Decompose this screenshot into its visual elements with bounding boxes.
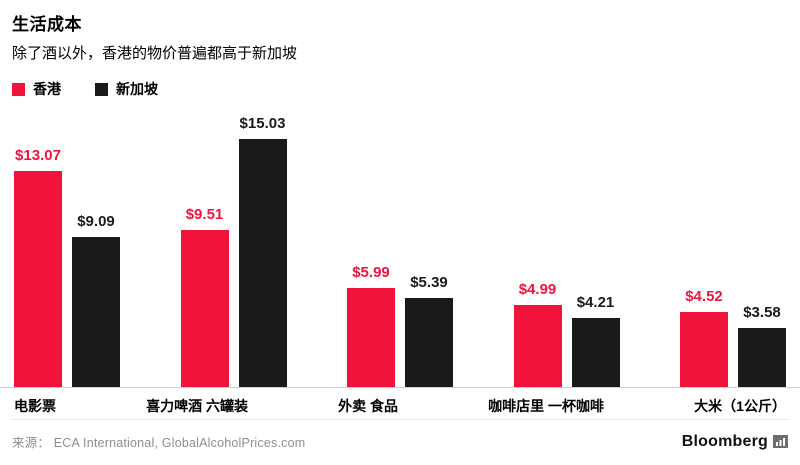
chart-footer: 来源： ECA International, GlobalAlcoholPric… xyxy=(12,419,788,465)
bar-group-takeout: $5.99 $5.39 xyxy=(347,264,453,387)
bar-group-rice: $4.52 $3.58 xyxy=(680,288,786,387)
bar-chart: $13.07 $9.09 $9.51 $15.03 xyxy=(0,105,800,416)
value-label-hk: $4.52 xyxy=(685,288,723,306)
bloomberg-wordmark: Bloomberg xyxy=(681,432,768,450)
legend-label-singapore: 新加坡 xyxy=(116,81,158,97)
legend-swatch-singapore xyxy=(95,82,108,96)
bar-hk-rice xyxy=(680,312,728,387)
source-text: 来源： ECA International, GlobalAlcoholPric… xyxy=(12,436,306,450)
bar-column: $5.39 xyxy=(405,274,453,387)
bar-column: $9.51 xyxy=(180,206,229,387)
category-labels-row: 电影票 喜力啤酒 六罐装 外卖 食品 咖啡店里 一杯咖啡 大米（1公斤） xyxy=(12,396,788,416)
bar-column: $5.99 xyxy=(347,264,395,387)
bar-group-coffee: $4.99 $4.21 xyxy=(513,280,620,387)
bar-sg-rice xyxy=(738,327,786,387)
category-label-takeout: 外卖 食品 xyxy=(338,398,399,414)
bar-group-movie: $13.07 $9.09 xyxy=(14,147,120,387)
legend-item-singapore: 新加坡 xyxy=(95,79,158,99)
x-axis-baseline xyxy=(0,387,800,388)
value-label-hk: $4.99 xyxy=(518,280,557,298)
bar-hk-coffee xyxy=(513,304,562,387)
value-label-hk: $5.99 xyxy=(352,264,390,282)
value-label-hk: $9.51 xyxy=(185,206,224,224)
category-label-beer: 喜力啤酒 六罐装 xyxy=(146,398,249,414)
legend-item-hongkong: 香港 xyxy=(12,79,61,99)
bar-sg-takeout xyxy=(405,298,453,387)
bar-hk-movie xyxy=(14,171,62,387)
bloomberg-terminal-icon xyxy=(773,435,788,448)
bar-sg-coffee xyxy=(571,317,620,387)
value-label-sg: $5.39 xyxy=(410,274,448,292)
legend-swatch-hongkong xyxy=(12,82,25,96)
legend: 香港 新加坡 xyxy=(12,79,788,99)
value-label-sg: $9.09 xyxy=(77,213,115,230)
chart-header: 生活成本 除了酒以外，香港的物价普遍都高于新加坡 xyxy=(12,10,788,63)
bar-column: $9.09 xyxy=(72,213,120,387)
bar-column: $4.99 xyxy=(513,280,562,387)
value-label-sg: $15.03 xyxy=(239,115,286,132)
value-label-sg: $3.58 xyxy=(743,303,781,321)
bar-column: $15.03 xyxy=(238,115,287,387)
bar-sg-movie xyxy=(72,237,120,387)
bar-hk-beer xyxy=(180,230,229,387)
bar-hk-takeout xyxy=(347,288,395,387)
bar-group-beer: $9.51 $15.03 xyxy=(180,115,287,387)
category-label-rice: 大米（1公斤） xyxy=(694,398,786,414)
value-label-hk: $13.07 xyxy=(15,147,61,165)
bar-column: $4.52 xyxy=(680,288,728,387)
category-label-movie: 电影票 xyxy=(14,398,56,414)
bar-sg-beer xyxy=(238,139,287,387)
bloomberg-logo: Bloomberg xyxy=(682,433,788,451)
value-label-sg: $4.21 xyxy=(576,293,615,311)
bar-column: $3.58 xyxy=(738,304,786,387)
page-title: 生活成本 xyxy=(12,15,82,34)
bars-row: $13.07 $9.09 $9.51 $15.03 xyxy=(12,105,788,387)
bar-column: $13.07 xyxy=(14,147,62,387)
page-subtitle: 除了酒以外，香港的物价普遍都高于新加坡 xyxy=(12,45,298,62)
category-label-coffee: 咖啡店里 一杯咖啡 xyxy=(488,398,605,414)
bar-column: $4.21 xyxy=(571,293,620,387)
legend-label-hongkong: 香港 xyxy=(33,81,61,97)
